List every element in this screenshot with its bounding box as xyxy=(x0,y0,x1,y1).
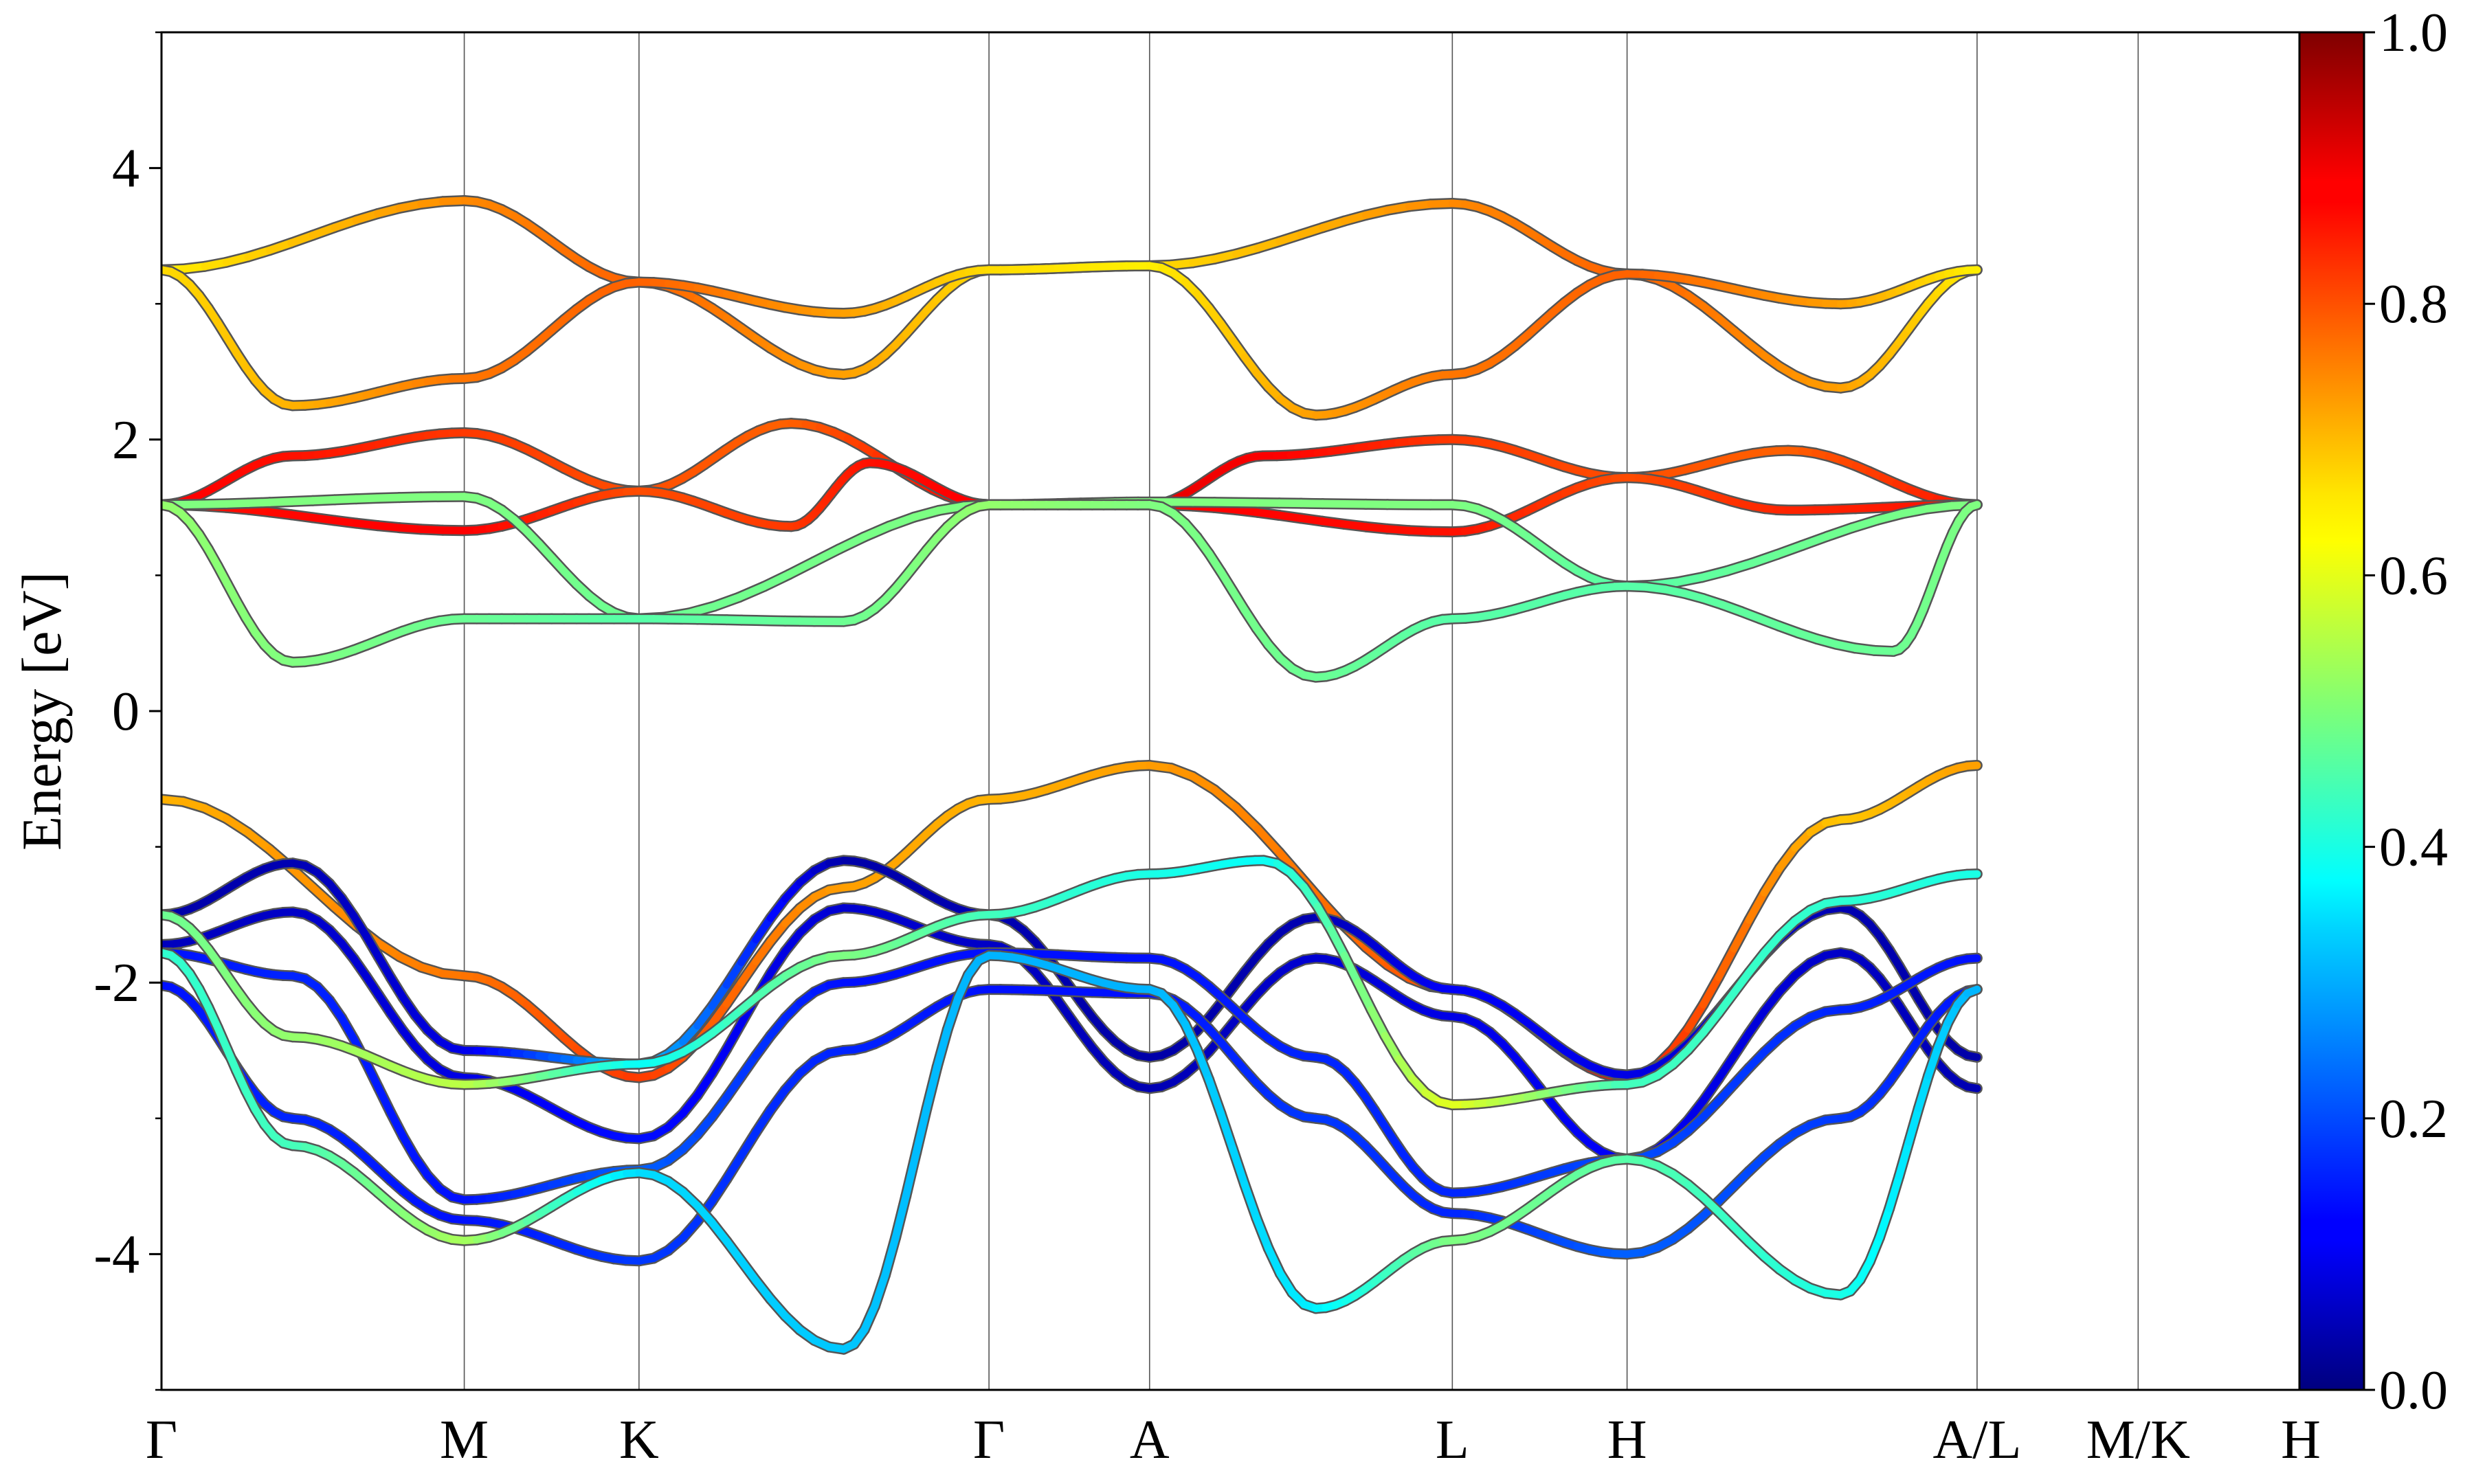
colorbar-tick-label: 0.8 xyxy=(2379,274,2448,335)
colorbar-tick-label: 0.4 xyxy=(2379,818,2448,878)
colorbar xyxy=(2298,31,2365,1391)
plot-frame xyxy=(160,31,2302,1391)
band-line-12 xyxy=(161,947,1983,1355)
x-tick-label: Γ xyxy=(146,1410,177,1470)
x-tick-label: M/K xyxy=(2086,1410,2190,1470)
band-line-0 xyxy=(161,418,1983,510)
y-axis-ticks: 4 2 0 -2 -4 xyxy=(93,31,161,1391)
y-tick-label: 0 xyxy=(112,682,140,742)
y-tick-label: 2 xyxy=(112,410,140,471)
colorbar-tick-label: 1.0 xyxy=(2379,3,2448,63)
band-line-3 xyxy=(161,499,1983,683)
colorbar-tick-label: 0.0 xyxy=(2379,1360,2448,1421)
y-tick-label: -4 xyxy=(93,1224,140,1285)
x-tick-label: K xyxy=(619,1410,659,1470)
x-tick-label: H xyxy=(1607,1410,1647,1470)
colorbar-ticks: 0.0 0.2 0.4 0.6 0.8 1.0 xyxy=(2364,3,2448,1421)
band-line-11 xyxy=(161,855,1983,1111)
x-tick-label: Γ xyxy=(973,1410,1005,1470)
x-axis-ticks: Γ M K Γ A L H A/L M/K H xyxy=(146,1410,2321,1470)
band-line-4 xyxy=(161,195,1983,394)
x-tick-label: L xyxy=(1436,1410,1469,1470)
x-tick-label: A/L xyxy=(1932,1410,2021,1470)
colorbar-tick-label: 0.2 xyxy=(2379,1089,2448,1149)
x-tick-label: H xyxy=(2281,1410,2321,1470)
band-line-5 xyxy=(161,260,1983,421)
x-tick-label: M xyxy=(440,1410,489,1470)
colorbar-tick-label: 0.6 xyxy=(2379,546,2448,606)
band-line-8 xyxy=(161,902,1983,1165)
x-tick-label: A xyxy=(1130,1410,1170,1470)
y-tick-label: -2 xyxy=(93,953,140,1013)
y-axis-label: Energy [eV] xyxy=(10,572,73,851)
y-tick-label: 4 xyxy=(112,139,140,199)
band-lines xyxy=(161,195,1983,1355)
high-symmetry-lines xyxy=(463,32,2139,1390)
